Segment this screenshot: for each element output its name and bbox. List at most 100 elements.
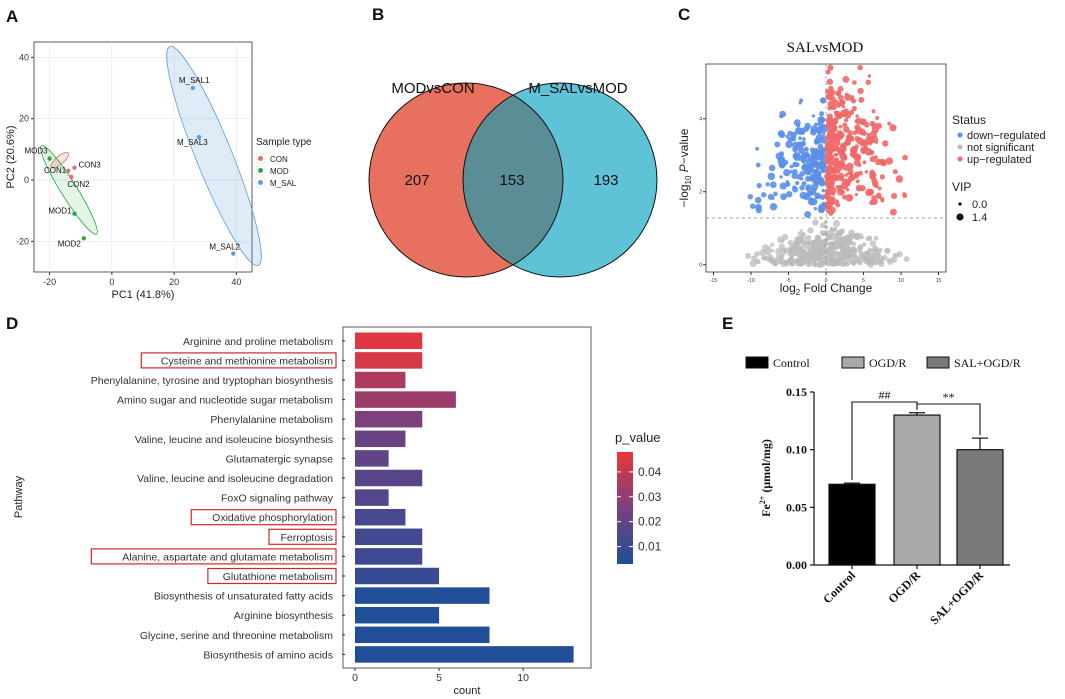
volcano-legend-vip-title: VIP: [952, 180, 971, 194]
volcano-point-up-regulated: [830, 125, 838, 133]
volcano-point-up-regulated: [852, 130, 858, 136]
fe-legend-swatch: [926, 356, 950, 369]
vip-legend-dot-large: [956, 213, 964, 221]
volcano-point-down-regulated: [791, 172, 798, 179]
volcano-point-up-regulated: [855, 179, 860, 184]
volcano-point-not-significant: [809, 240, 813, 245]
volcano-point-down-regulated: [779, 175, 783, 179]
volcano-point-not-significant: [842, 257, 847, 262]
panel-a-pca: A MOD3 CON1 CON3 CON2 MOD1 MOD2 M_SAL1 M_SAL3 M_…: [5, 7, 312, 301]
pathway-label: FoxO signaling pathway: [221, 493, 334, 505]
volcano-point-not-significant: [860, 235, 864, 240]
volcano-x-tick-label: 0: [825, 278, 828, 284]
volcano-point-up-regulated: [842, 76, 850, 83]
volcano-point-up-regulated: [865, 188, 873, 197]
volcano-point-down-regulated: [807, 155, 814, 162]
volcano-point-not-significant: [800, 232, 805, 238]
volcano-point-not-significant: [749, 260, 757, 268]
pathway-label: Arginine and proline metabolism: [183, 336, 333, 348]
volcano-point-down-regulated: [783, 168, 791, 177]
volcano-point-down-regulated: [795, 181, 800, 186]
pathway-label: Phenylalanine metabolism: [210, 414, 333, 426]
volcano-y-p: P: [677, 164, 691, 175]
volcano-point-up-regulated: [877, 186, 882, 191]
volcano-point-up-regulated: [865, 79, 872, 86]
volcano-point-down-regulated: [805, 185, 810, 191]
pca-point-con2: [69, 174, 74, 180]
volcano-point-not-significant: [812, 219, 819, 226]
volcano-point-down-regulated: [792, 141, 800, 149]
volcano-point-not-significant: [851, 241, 857, 247]
pathway-x-tick-label: 10: [517, 672, 529, 684]
pathway-bar: [355, 352, 423, 369]
volcano-point-not-significant: [818, 256, 824, 262]
volcano-point-not-significant: [822, 243, 827, 248]
volcano-point-down-regulated: [803, 125, 810, 132]
volcano-x-rest: Fold Change: [800, 281, 872, 295]
volcano-point-down-regulated: [798, 136, 802, 141]
volcano-point-down-regulated: [806, 190, 813, 197]
volcano-point-up-regulated: [836, 103, 842, 108]
vip-legend-label-large: 1.4: [972, 212, 987, 224]
volcano-point-up-regulated: [872, 180, 879, 188]
volcano-point-down-regulated: [818, 131, 822, 136]
volcano-point-not-significant: [761, 244, 769, 251]
volcano-point-down-regulated: [822, 131, 826, 136]
volcano-point-not-significant: [857, 248, 863, 254]
volcano-point-down-regulated: [769, 203, 778, 211]
volcano-point-up-regulated: [849, 109, 855, 116]
volcano-point-up-regulated: [828, 89, 836, 97]
pathway-highlight-box: [268, 528, 337, 545]
volcano-point-up-regulated: [826, 113, 833, 120]
volcano-point-not-significant: [816, 235, 822, 241]
fe-y-tick-label: 0.00: [786, 558, 807, 572]
volcano-point-not-significant: [846, 257, 853, 264]
volcano-point-up-regulated: [902, 154, 908, 161]
volcano-point-not-significant: [832, 262, 837, 267]
volcano-point-down-regulated: [807, 198, 815, 206]
volcano-y-tick-label: 2: [699, 190, 702, 196]
pathway-bar: [355, 430, 406, 448]
volcano-point-not-significant: [819, 222, 826, 229]
volcano-point-down-regulated: [821, 188, 826, 193]
volcano-point-not-significant: [779, 261, 783, 265]
volcano-point-up-regulated: [825, 190, 831, 197]
volcano-point-down-regulated: [809, 147, 815, 153]
volcano-point-down-regulated: [817, 153, 823, 158]
pathway-label: Glutamatergic synapse: [226, 453, 334, 465]
pca-point-con3: [72, 165, 77, 170]
volcano-point-down-regulated: [801, 140, 806, 145]
volcano-point-down-regulated: [821, 150, 826, 154]
volcano-point-up-regulated: [839, 152, 848, 161]
volcano-point-not-significant: [744, 252, 751, 259]
volcano-point-up-regulated: [837, 85, 844, 92]
pca-point-label: MOD3: [24, 147, 48, 156]
volcano-point-not-significant: [874, 248, 878, 252]
volcano-point-down-regulated: [754, 203, 762, 211]
volcano-point-up-regulated: [835, 202, 841, 208]
pathway-bar: [355, 469, 423, 487]
volcano-point-up-regulated: [845, 140, 851, 146]
panel-d-letter: D: [6, 314, 18, 333]
volcano-point-down-regulated: [798, 147, 805, 154]
volcano-point-up-regulated: [847, 130, 853, 136]
volcano-legend-label: up−regulated: [967, 154, 1032, 166]
volcano-point-not-significant: [807, 251, 814, 259]
volcano-point-not-significant: [829, 226, 835, 232]
pca-legend-swatch-m-sal: [258, 180, 263, 185]
volcano-point-up-regulated: [830, 135, 838, 143]
pca-point-mod2: [81, 236, 87, 241]
volcano-legend-swatch: [957, 132, 963, 138]
venn-intersection: [463, 95, 563, 265]
volcano-point-not-significant: [812, 260, 817, 264]
volcano-point-up-regulated: [869, 156, 877, 163]
volcano-point-up-regulated: [826, 199, 834, 207]
volcano-point-up-regulated: [892, 169, 898, 175]
volcano-point-not-significant: [846, 251, 851, 256]
volcano-point-not-significant: [794, 258, 800, 264]
volcano-point-down-regulated: [799, 170, 805, 177]
volcano-y-rest: −value: [677, 128, 691, 164]
pathway-highlight-box: [207, 567, 337, 585]
pca-y-tick-label: 20: [19, 114, 29, 124]
